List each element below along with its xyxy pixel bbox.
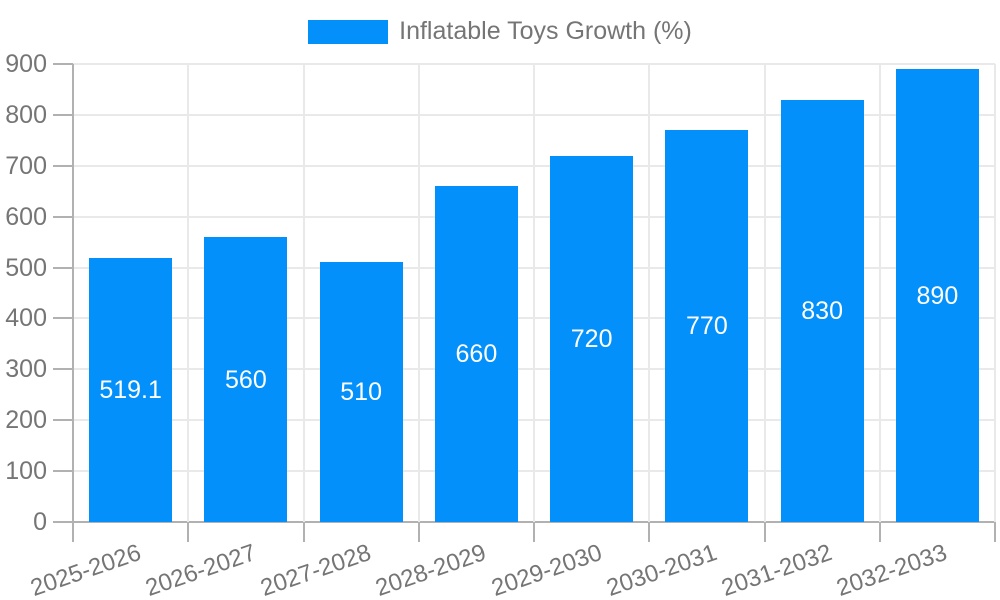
y-axis-label-0: 0 [33, 508, 47, 536]
bar-2026-2027[interactable] [204, 237, 288, 522]
gridline-v-2 [302, 64, 305, 522]
x-tick-4 [533, 522, 535, 542]
y-axis-label-400: 400 [5, 304, 47, 333]
bar-2028-2029[interactable] [434, 186, 518, 522]
x-tick-8 [994, 522, 996, 542]
x-tick-1 [187, 522, 190, 542]
y-tick-500 [53, 266, 73, 269]
x-tick-7 [878, 522, 881, 542]
gridline-v-4 [533, 64, 535, 522]
gridline-v-3 [417, 64, 420, 522]
gridline-v-7 [878, 64, 881, 522]
y-tick-0 [53, 521, 73, 523]
y-axis-label-200: 200 [5, 406, 47, 435]
y-axis-label-500: 500 [5, 253, 47, 282]
x-tick-2 [302, 522, 305, 542]
x-tick-0 [72, 522, 74, 542]
y-tick-800 [53, 113, 73, 116]
plot-area: 519.1 560 510 660 720 770 830 890 [72, 63, 996, 523]
legend-label: Inflatable Toys Growth (%) [399, 17, 692, 45]
bar-2032-2033[interactable] [895, 69, 979, 522]
bar-value-label-2031-2032: 830 [801, 296, 843, 325]
y-axis-label-300: 300 [5, 355, 47, 384]
x-tick-3 [417, 522, 420, 542]
y-axis-line [72, 64, 74, 522]
bar-2029-2030[interactable] [550, 155, 634, 522]
y-tick-100 [53, 470, 73, 473]
y-tick-200 [53, 419, 73, 422]
bar-2031-2032[interactable] [780, 99, 864, 522]
gridline-v-1 [187, 64, 190, 522]
y-axis-label-900: 900 [5, 50, 47, 78]
y-tick-300 [53, 368, 73, 371]
bar-value-label-2025-2026: 519.1 [99, 375, 162, 404]
gridline-v-6 [763, 64, 766, 522]
bar-2027-2028[interactable] [319, 262, 403, 522]
bar-value-label-2027-2028: 510 [340, 378, 382, 407]
y-axis-label-800: 800 [5, 100, 47, 129]
bar-2030-2031[interactable] [665, 130, 749, 522]
y-axis-label-100: 100 [5, 457, 47, 486]
y-axis-label-700: 700 [5, 151, 47, 180]
x-tick-5 [648, 522, 651, 542]
bar-value-label-2030-2031: 770 [686, 312, 728, 341]
bar-value-label-2029-2030: 720 [570, 324, 613, 353]
bar-value-label-2032-2033: 890 [916, 281, 959, 310]
y-tick-600 [53, 215, 73, 218]
bar-2025-2026[interactable] [89, 257, 173, 522]
y-tick-900 [53, 63, 73, 65]
y-tick-700 [53, 164, 73, 167]
y-tick-400 [53, 317, 73, 320]
y-axis-label-600: 600 [5, 202, 47, 231]
bar-value-label-2028-2029: 660 [455, 340, 498, 369]
gridline-v-8 [994, 64, 996, 522]
x-tick-6 [763, 522, 766, 542]
gridline-v-5 [648, 64, 651, 522]
bar-value-label-2026-2027: 560 [225, 365, 267, 394]
legend: Inflatable Toys Growth (%) [0, 17, 1000, 46]
legend-swatch [308, 19, 389, 44]
